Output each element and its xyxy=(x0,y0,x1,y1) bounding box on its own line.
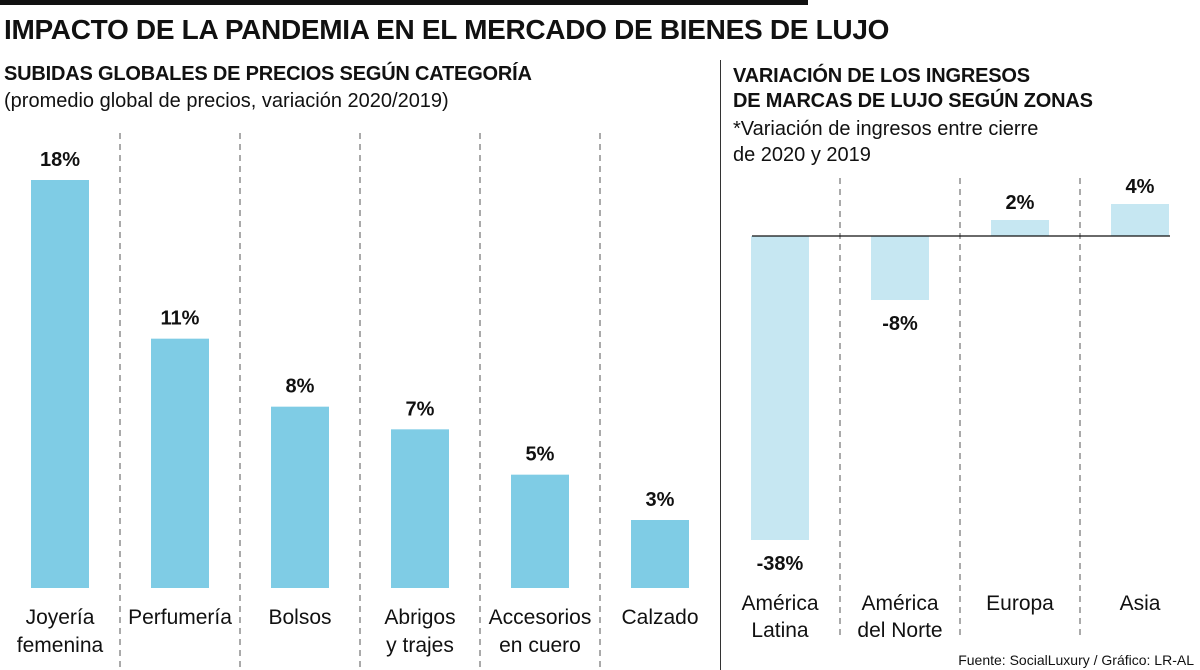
bar xyxy=(1111,204,1169,236)
category-label: América xyxy=(741,592,818,615)
value-label: 3% xyxy=(646,489,675,511)
panel-divider xyxy=(720,60,721,670)
bar xyxy=(631,520,689,588)
category-label: femenina xyxy=(17,634,104,657)
right-chart-title-line-2: DE MARCAS DE LUJO SEGÚN ZONAS xyxy=(733,90,1093,112)
bar xyxy=(271,406,329,588)
bar xyxy=(991,220,1049,236)
bar xyxy=(871,236,929,300)
category-label: Calzado xyxy=(621,606,698,629)
right-chart-title-line-1: VARIACIÓN DE LOS INGRESOS xyxy=(733,65,1030,87)
bar xyxy=(511,474,569,588)
source-credit: Fuente: SocialLuxury / Gráfico: LR-AL xyxy=(958,652,1194,668)
category-label: Joyería xyxy=(26,606,95,629)
right-chart-note-line-1: *Variación de ingresos entre cierre xyxy=(733,118,1039,140)
left-bar-chart: 18% Joyería femenina 11% Perfumería 8% Bolsos 7… xyxy=(17,133,699,670)
category-label: Abrigos xyxy=(384,606,455,629)
left-chart-subtitle: (promedio global de precios, variación 2… xyxy=(4,90,449,112)
category-label: Latina xyxy=(751,619,809,642)
value-label: 4% xyxy=(1126,176,1155,198)
bar xyxy=(751,236,809,540)
right-chart-note-line-2: de 2020 y 2019 xyxy=(733,144,871,166)
category-label: y trajes xyxy=(386,634,454,657)
value-label: -38% xyxy=(757,553,804,575)
value-label: 11% xyxy=(161,308,200,330)
category-label: Europa xyxy=(986,592,1054,615)
bar xyxy=(151,338,209,588)
bar xyxy=(31,180,89,588)
category-label: Asia xyxy=(1120,592,1161,615)
main-title: IMPACTO DE LA PANDEMIA EN EL MERCADO DE … xyxy=(4,14,890,45)
value-label: -8% xyxy=(882,313,918,335)
left-chart-title: SUBIDAS GLOBALES DE PRECIOS SEGÚN CATEGO… xyxy=(4,63,532,85)
value-label: 8% xyxy=(286,376,315,398)
category-label: Perfumería xyxy=(128,606,232,629)
value-label: 5% xyxy=(526,444,555,466)
category-label: Bolsos xyxy=(268,606,331,629)
category-label: en cuero xyxy=(499,634,581,657)
value-label: 18% xyxy=(40,149,80,171)
top-rule xyxy=(0,0,808,5)
category-label: Accesorios xyxy=(489,606,592,629)
value-label: 7% xyxy=(406,398,435,420)
bar xyxy=(391,429,449,588)
category-label: América xyxy=(861,592,938,615)
value-label: 2% xyxy=(1006,192,1035,214)
category-label: del Norte xyxy=(857,619,942,642)
